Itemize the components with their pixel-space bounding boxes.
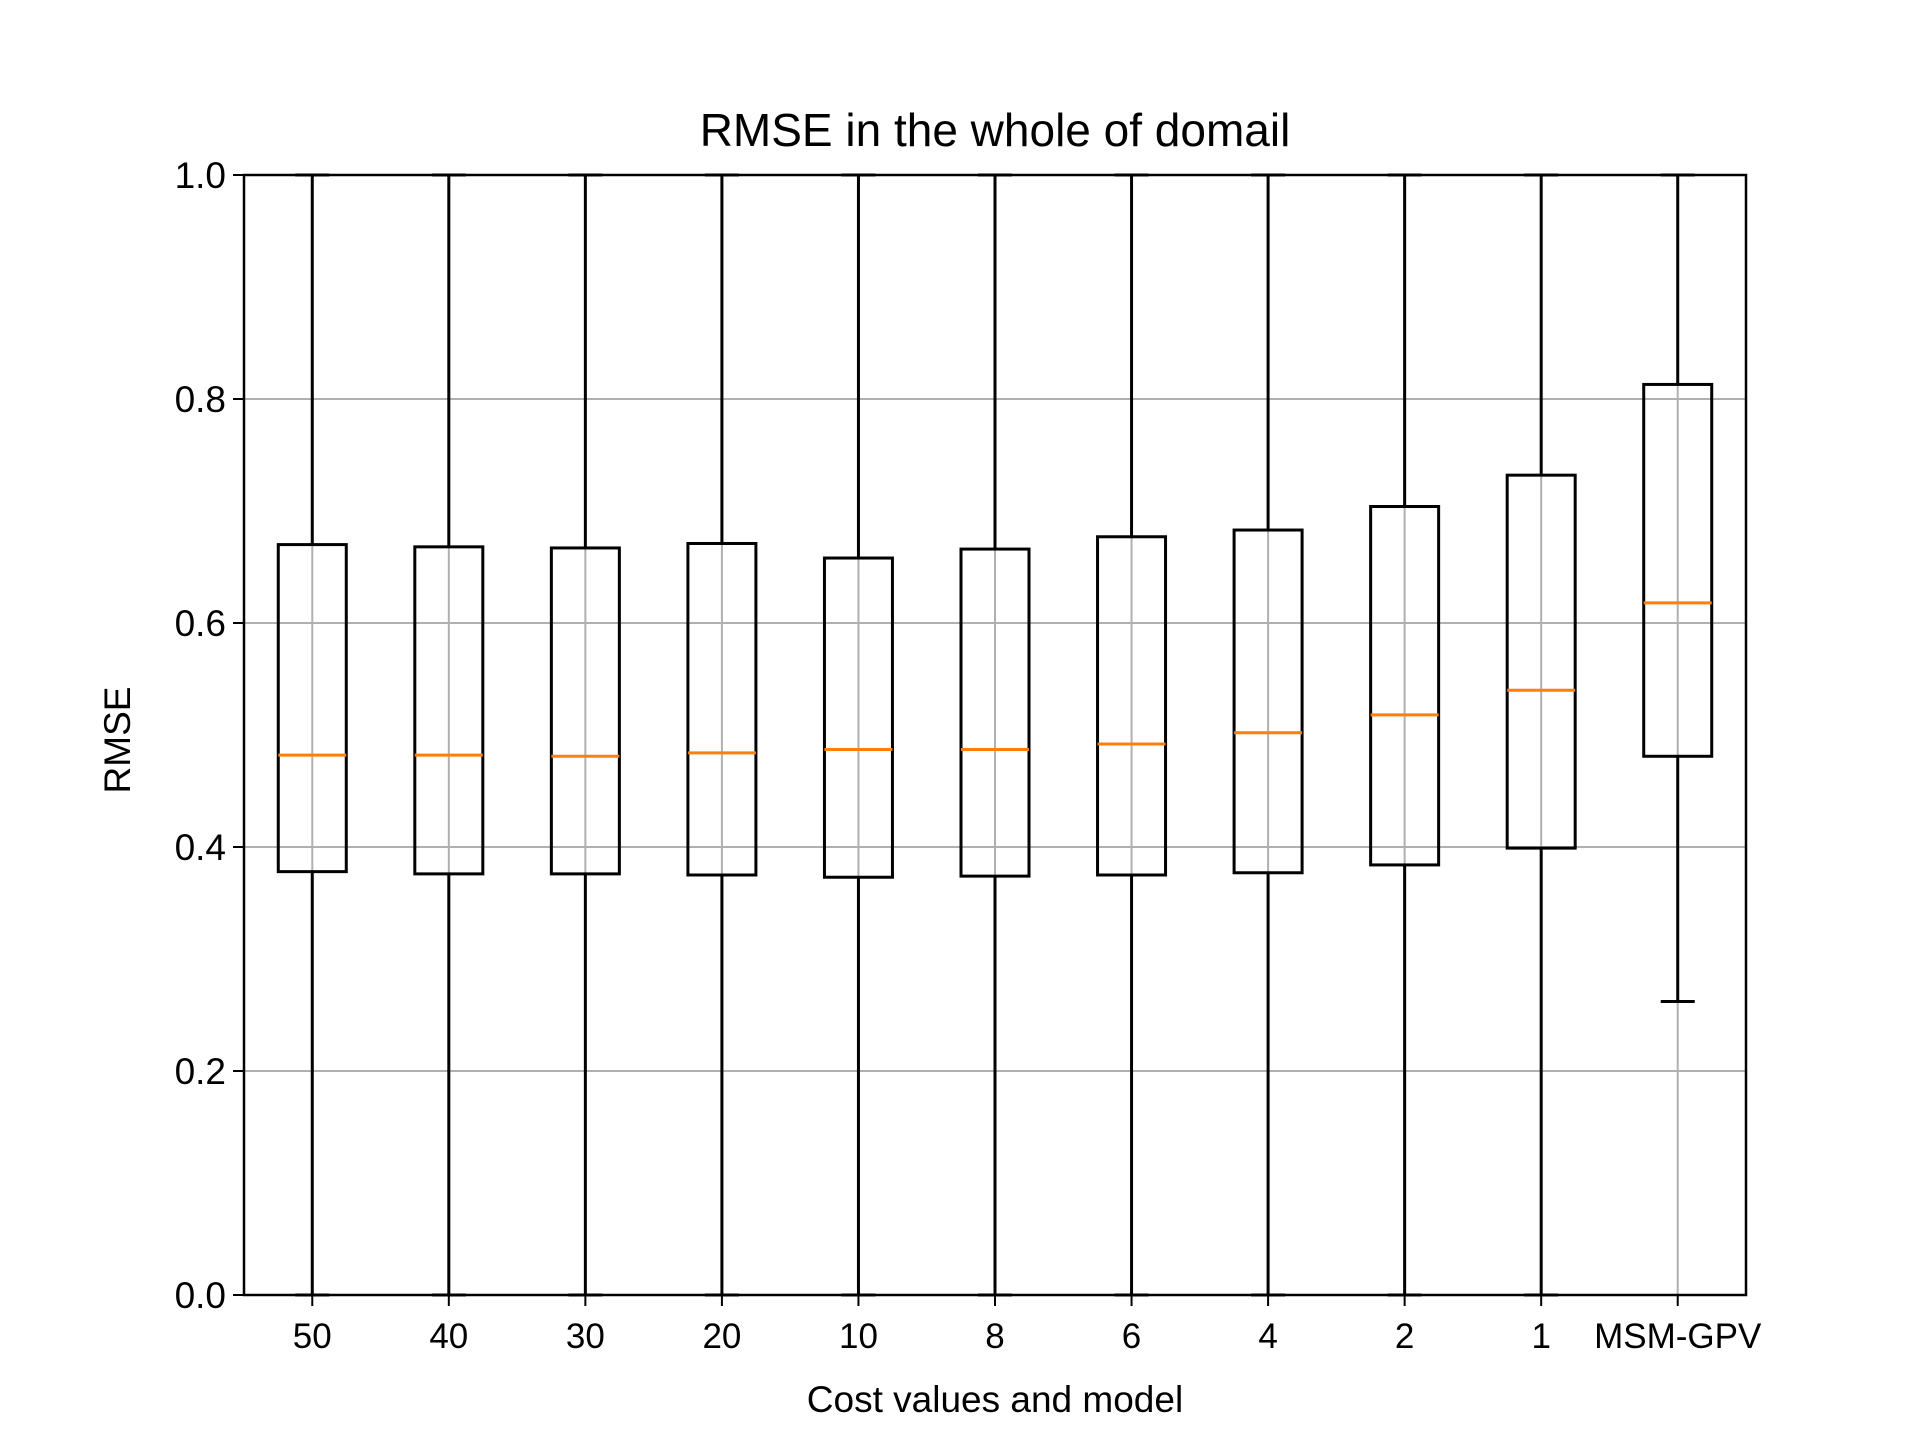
axes: 0.0 0.2 0.4 0.6 0.8 1.0 50 40 30 20 10 8 6 4 2 1 MSM-GPV [175, 155, 1762, 1356]
y-tick-label: 0.2 [175, 1051, 226, 1092]
box-body [1096, 535, 1168, 877]
x-tick-label: 40 [429, 1317, 468, 1356]
x-tick-label: 30 [566, 1317, 605, 1356]
y-tick-label: 0.4 [175, 827, 226, 868]
box-body [1642, 382, 1714, 758]
y-tick-label: 0.0 [175, 1275, 226, 1316]
x-tick-label: 2 [1395, 1317, 1414, 1356]
box-MSM-GPV [1642, 173, 1714, 1004]
boxes [276, 173, 1714, 1297]
box-body [1369, 505, 1441, 867]
box-body [413, 545, 485, 876]
x-tick-label: 10 [839, 1317, 878, 1356]
box-40 [413, 173, 485, 1297]
box-30 [549, 173, 621, 1297]
box-body [549, 546, 621, 876]
chart-title: RMSE in the whole of domail [700, 104, 1291, 156]
box-body [822, 556, 894, 879]
x-tick-label: MSM-GPV [1594, 1317, 1762, 1356]
x-tick-label: 20 [702, 1317, 741, 1356]
x-tick-label: 1 [1531, 1317, 1550, 1356]
y-tick-label: 1.0 [175, 155, 226, 196]
box-body [1505, 473, 1577, 850]
box-body [959, 547, 1031, 878]
box-50 [276, 173, 348, 1297]
x-tick-label: 6 [1122, 1317, 1141, 1356]
x-axis-label: Cost values and model [807, 1379, 1183, 1420]
box-6 [1096, 173, 1168, 1297]
plot-frame [242, 173, 1748, 1297]
box-body [276, 543, 348, 874]
y-tick-label: 0.6 [175, 603, 226, 644]
y-tick-label: 0.8 [175, 379, 226, 420]
y-axis-label: RMSE [97, 687, 138, 794]
x-tick-label: 8 [985, 1317, 1004, 1356]
x-tick-label: 50 [293, 1317, 332, 1356]
box-8 [959, 173, 1031, 1297]
x-tick-label: 4 [1258, 1317, 1277, 1356]
box-body [1232, 528, 1304, 875]
box-body [686, 541, 758, 877]
